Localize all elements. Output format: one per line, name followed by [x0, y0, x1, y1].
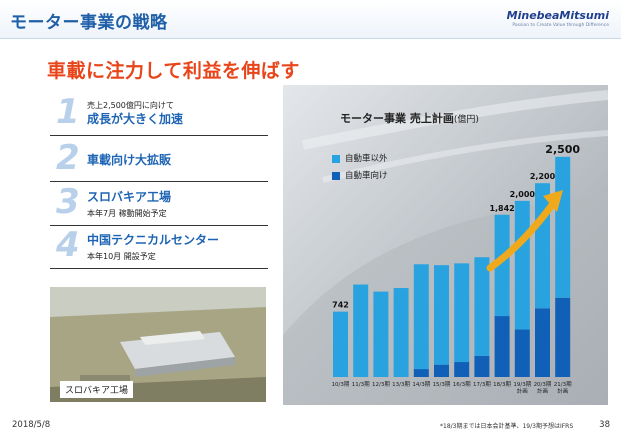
point-main-text: 中国テクニカルセンター	[87, 233, 220, 247]
chart-title: モーター事業 売上計画(億円)	[340, 110, 479, 126]
point-main-text: スロバキア工場	[87, 190, 172, 204]
legend-swatch	[332, 171, 340, 180]
point-main-text: 成長が大きく加速	[87, 112, 184, 126]
point-number: 3	[56, 182, 80, 222]
logo-tagline: Passion to Create Value through Differen…	[512, 23, 609, 28]
legend-label: 自動車以外	[345, 154, 388, 164]
slide-title: モーター事業の戦略	[10, 13, 168, 33]
strategy-point-2: 2 車載向け大拡販	[50, 138, 268, 182]
logo-name: MinebeaMitsumi	[506, 9, 609, 22]
strategy-point-4: 4 中国テクニカルセンター 本年10月 開設予定	[50, 225, 268, 269]
chart-background	[283, 85, 608, 405]
photo-caption: スロバキア工場	[60, 381, 134, 398]
company-logo: MinebeaMitsumi Passion to Create Value t…	[507, 9, 609, 28]
chart-title-text: モーター事業 売上計画	[340, 112, 454, 125]
point-number: 4	[56, 225, 80, 265]
strategy-point-3: 3 スロバキア工場 本年7月 稼動開始予定	[50, 182, 268, 226]
strategy-point-1: 1 売上2,500億円に向けて 成長が大きく加速	[50, 92, 268, 136]
headline: 車載に注力して利益を伸ばす	[47, 60, 300, 82]
factory-photo: スロバキア工場	[50, 287, 266, 402]
chart-unit: (億円)	[453, 115, 479, 125]
slide-date: 2018/5/8	[12, 420, 51, 430]
point-subtext: 本年10月 開設予定	[87, 252, 156, 261]
point-number: 1	[56, 92, 80, 132]
legend-swatch	[332, 154, 340, 163]
point-subtext: 本年7月 稼動開始予定	[87, 209, 167, 218]
car-background-graphic	[283, 90, 608, 405]
legend-label: 自動車向け	[345, 171, 388, 181]
point-pretext: 売上2,500億円に向けて	[87, 101, 174, 110]
point-main-text: 車載向け大拡販	[87, 153, 172, 167]
legend-item-non-auto: 自動車以外	[332, 152, 388, 164]
page-number: 38	[599, 420, 610, 430]
factory-illustration	[50, 287, 266, 402]
header-band	[0, 0, 621, 39]
footnote: *18/3期までは日本会計基準、19/3期予想はIFRS	[440, 423, 574, 430]
legend-item-auto: 自動車向け	[332, 169, 388, 181]
point-number: 2	[56, 138, 80, 178]
